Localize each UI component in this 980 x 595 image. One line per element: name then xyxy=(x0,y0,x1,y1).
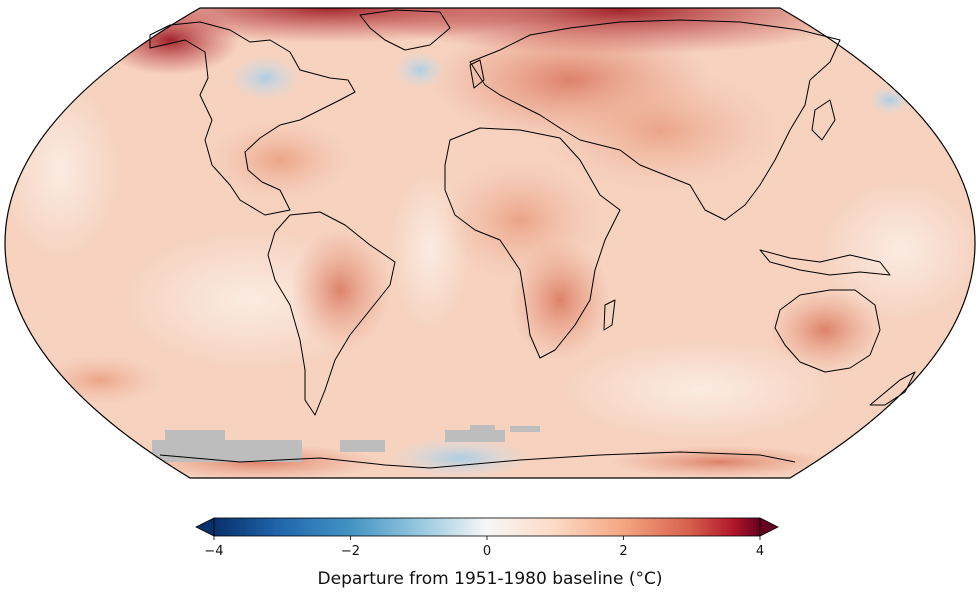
coastlines xyxy=(149,9,916,469)
australia-coast xyxy=(774,289,881,373)
new-zealand-coast xyxy=(869,371,916,406)
colorbar-tick-label: −2 xyxy=(341,544,360,559)
indonesia-coast xyxy=(759,249,891,276)
globe-outline xyxy=(4,7,976,479)
colorbar-gradient xyxy=(213,517,761,537)
antarctica-coast xyxy=(159,451,796,469)
colorbar-min-extend-arrow xyxy=(195,517,215,537)
colorbar-title: Departure from 1951-1980 baseline (°C) xyxy=(318,569,663,589)
colorbar-tick-label: 0 xyxy=(483,544,491,559)
no-data-patches xyxy=(152,425,540,462)
colorbar-tick-marks xyxy=(213,536,761,540)
greenland-coast xyxy=(359,9,451,51)
colorbar: −4 −2 0 2 4 Departure from 1951-1980 bas… xyxy=(195,517,779,589)
anomaly-field xyxy=(5,8,975,478)
uk-coast xyxy=(469,59,485,89)
eurasia-coast xyxy=(469,19,841,221)
africa-coast xyxy=(444,127,621,359)
madagascar-coast xyxy=(603,299,616,331)
colorbar-tick-label: −4 xyxy=(204,544,223,559)
colorbar-max-extend-arrow xyxy=(759,517,779,537)
north-america-coast xyxy=(149,21,356,216)
japan-coast xyxy=(811,99,836,141)
colorbar-tick-label: 2 xyxy=(619,544,627,559)
colorbar-tick-label: 4 xyxy=(756,544,764,559)
south-america-coast xyxy=(267,211,396,416)
